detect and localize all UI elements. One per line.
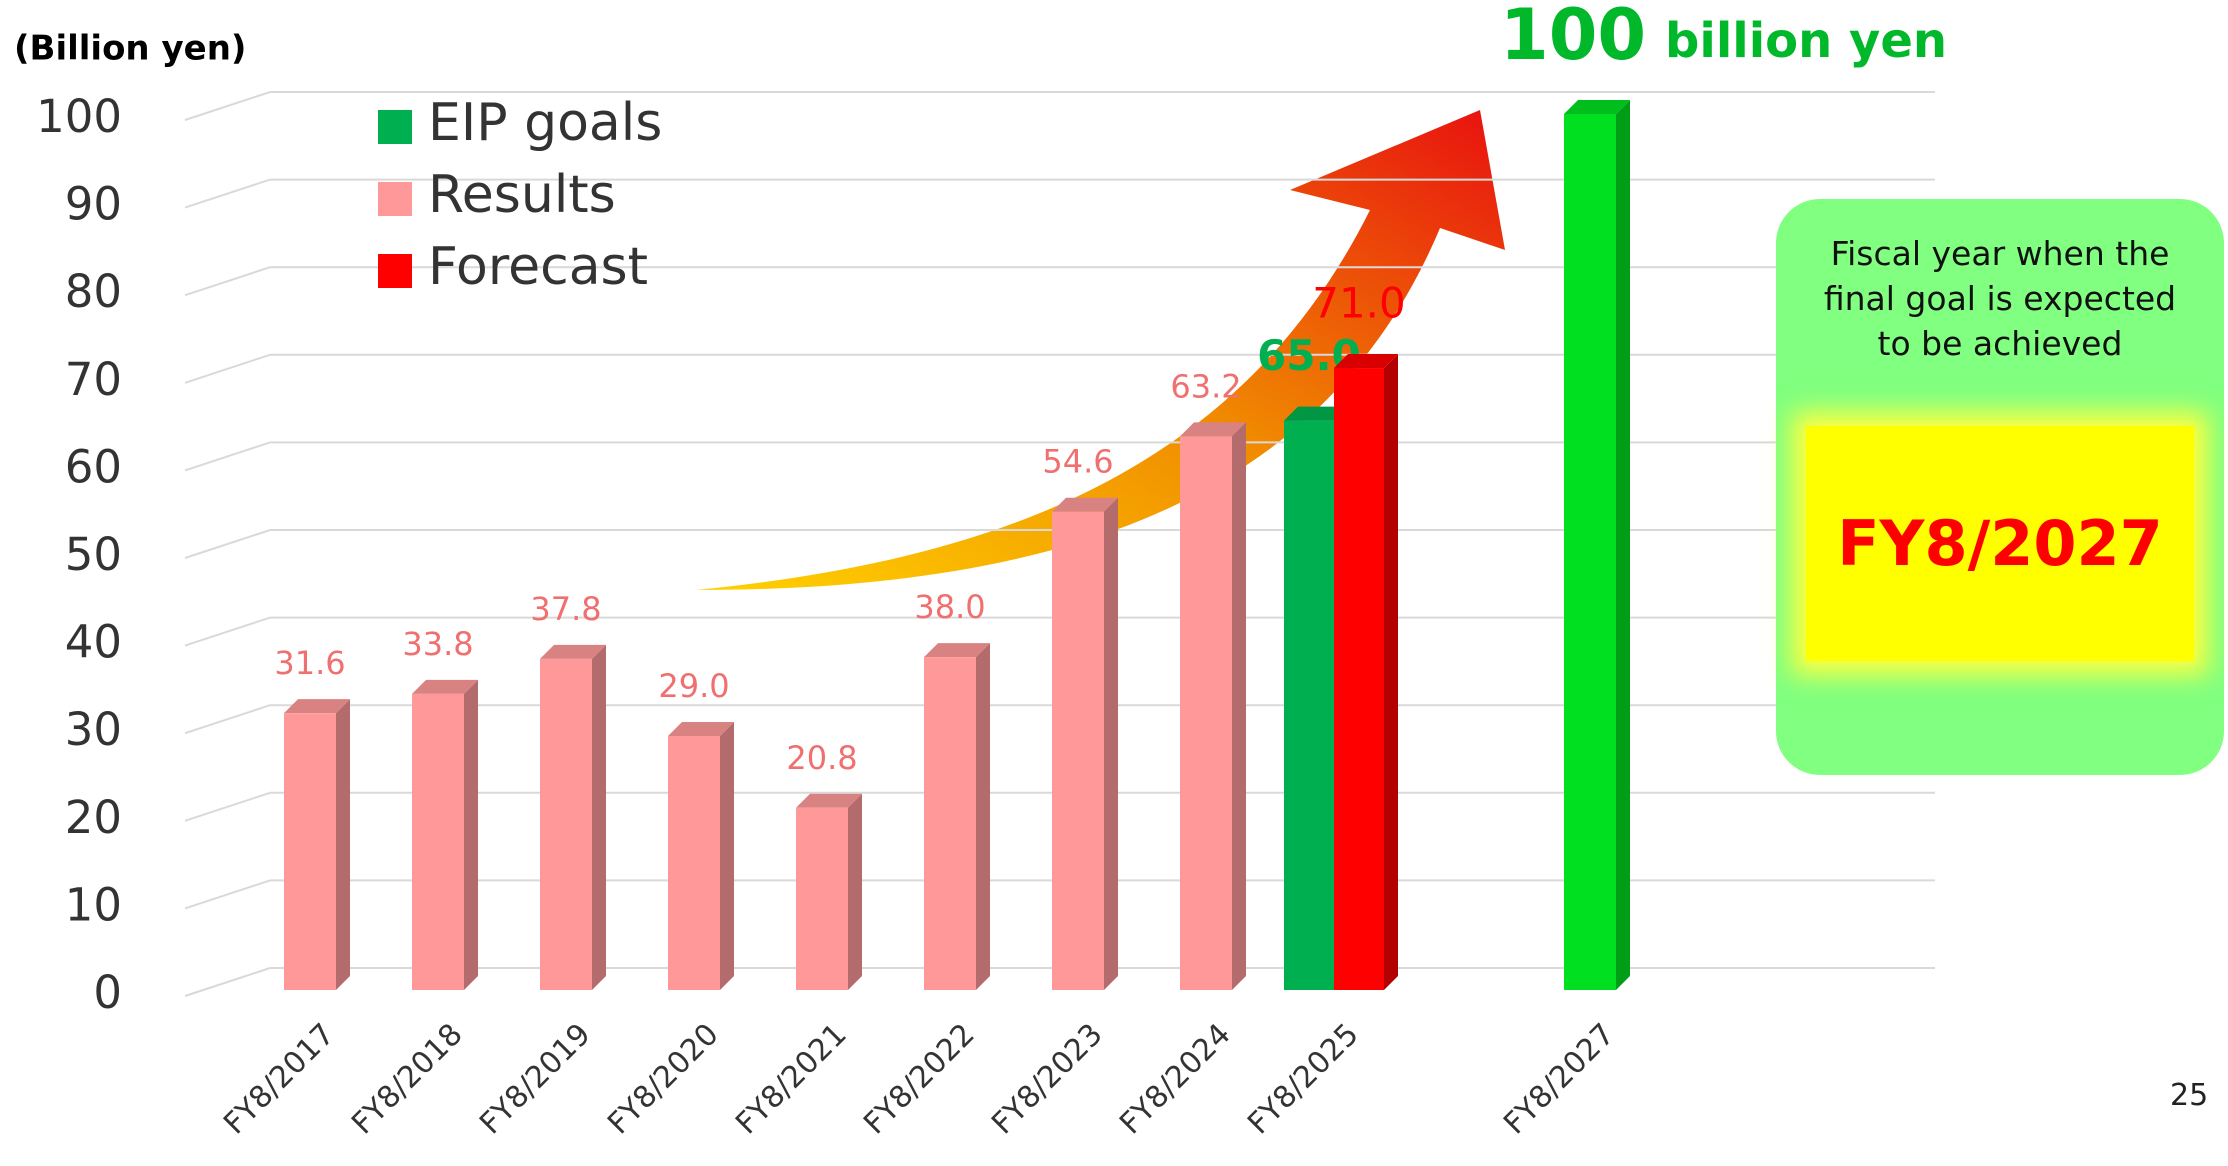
bar — [1564, 114, 1616, 990]
y-tick-label: 30 — [65, 703, 122, 756]
bar — [796, 808, 848, 990]
x-tick-label: FY8/2022 — [857, 1017, 982, 1142]
headline-suffix: billion yen — [1665, 13, 1947, 69]
value-label: 20.8 — [786, 739, 857, 777]
legend-label: Forecast — [428, 237, 648, 297]
bar — [1334, 368, 1384, 990]
legend-swatch — [378, 110, 412, 144]
y-tick-label: 10 — [65, 878, 122, 931]
callout: Fiscal year when the final goal is expec… — [1776, 199, 2224, 775]
x-tick-label: FY8/2019 — [473, 1017, 598, 1142]
x-tick-label: FY8/2017 — [217, 1017, 342, 1142]
value-label: 37.8 — [530, 590, 601, 628]
y-tick-label: 50 — [65, 528, 122, 581]
value-label: 29.0 — [658, 667, 729, 705]
bar — [1052, 512, 1104, 990]
y-tick-label: 90 — [65, 178, 122, 231]
y-tick-label: 70 — [65, 353, 122, 406]
value-label: 54.6 — [1042, 443, 1113, 481]
bar-side — [720, 722, 734, 990]
legend-label: Results — [428, 165, 616, 225]
grid-depth — [185, 618, 270, 646]
bar-side — [592, 645, 606, 990]
value-label: 63.2 — [1170, 367, 1241, 405]
x-tick-label: FY8/2027 — [1497, 1017, 1622, 1142]
y-tick-label: 0 — [93, 966, 122, 1019]
x-tick-label: FY8/2025 — [1241, 1017, 1366, 1142]
y-tick-label: 40 — [65, 616, 122, 669]
bar-side — [1384, 354, 1398, 990]
grid-depth — [185, 355, 270, 383]
bar — [284, 713, 336, 990]
grid-depth — [185, 530, 270, 558]
bar-side — [464, 680, 478, 990]
page-number: 25 — [2170, 1078, 2208, 1113]
value-label: 71.0 — [1312, 279, 1406, 328]
bar-side — [1104, 498, 1118, 990]
y-tick-label: 80 — [65, 265, 122, 318]
legend-label: EIP goals — [428, 93, 662, 153]
bar — [1180, 436, 1232, 990]
x-tick-label: FY8/2020 — [601, 1017, 726, 1142]
bar-side — [336, 699, 350, 990]
bar-side — [848, 794, 862, 990]
y-tick-label: 20 — [65, 791, 122, 844]
grid-depth — [185, 880, 270, 908]
value-label: 33.8 — [402, 625, 473, 663]
x-tick-label: FY8/2018 — [345, 1017, 470, 1142]
bar — [412, 694, 464, 990]
y-tick-label: 60 — [65, 440, 122, 493]
legend-swatch — [378, 182, 412, 216]
grid-depth — [185, 92, 270, 120]
callout-highlight: FY8/2027 — [1806, 426, 2194, 661]
x-tick-label: FY8/2023 — [985, 1017, 1110, 1142]
bar — [668, 736, 720, 990]
x-tick-label: FY8/2021 — [729, 1017, 854, 1142]
grid-depth — [185, 267, 270, 295]
bar-side — [976, 643, 990, 990]
y-tick-label: 100 — [36, 90, 122, 143]
bar-side — [1232, 422, 1246, 990]
value-label: 38.0 — [914, 588, 985, 626]
callout-text: Fiscal year when the final goal is expec… — [1806, 231, 2194, 366]
value-label: 31.6 — [274, 644, 345, 682]
grid-depth — [185, 793, 270, 821]
bar — [1284, 421, 1334, 990]
bar — [924, 657, 976, 990]
grid-depth — [185, 180, 270, 208]
bar-side — [1616, 100, 1630, 990]
bar — [540, 659, 592, 990]
grid-depth — [185, 442, 270, 470]
x-tick-label: FY8/2024 — [1113, 1017, 1238, 1142]
grid-depth — [185, 968, 270, 996]
headline-value: 100 — [1500, 0, 1646, 76]
y-axis-label: (Billion yen) — [14, 29, 246, 69]
grid-depth — [185, 705, 270, 733]
page: (Billion yen) 0 10 20 30 40 50 60 70 80 90 100 EIP … — [0, 0, 2228, 1166]
legend-swatch — [378, 254, 412, 288]
